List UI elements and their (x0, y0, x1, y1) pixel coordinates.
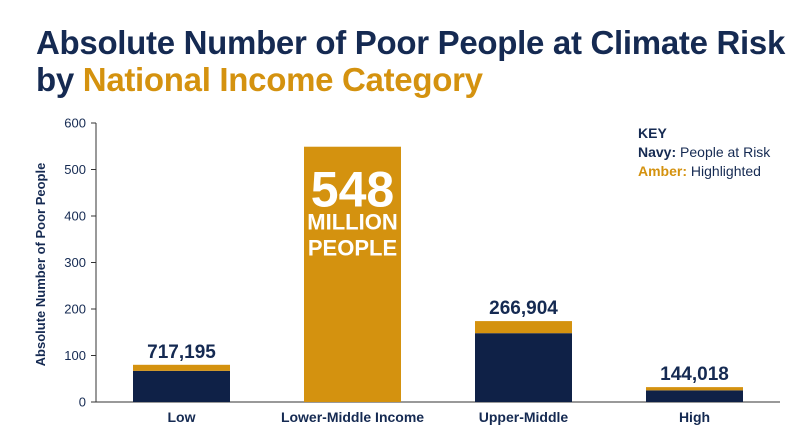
legend: KEY Navy: People at Risk Amber: Highligh… (638, 124, 770, 181)
legend-title: KEY (638, 125, 667, 141)
data-label: 266,904 (489, 298, 558, 319)
y-tick-label: 200 (64, 302, 86, 317)
y-tick-label: 400 (64, 209, 86, 224)
y-tick-label: 600 (64, 116, 86, 131)
data-label-highlight-sub: PEOPLE (308, 236, 397, 261)
x-tick-label: High (679, 409, 710, 425)
x-tick-label: Lower-Middle Income (281, 409, 424, 425)
bar-amber-2 (475, 321, 572, 334)
legend-navy-text: People at Risk (680, 144, 771, 160)
title-line-2-highlight: National Income Category (82, 61, 483, 98)
y-axis-label: Absolute Number of Poor People (33, 163, 48, 367)
legend-item-amber: Amber: Highlighted (638, 162, 770, 181)
legend-navy-label: Navy: (638, 144, 677, 160)
data-label-highlight-sub: MILLION (307, 210, 397, 235)
bar-navy-3 (646, 390, 743, 402)
legend-amber-label: Amber: (638, 163, 688, 179)
x-tick-label: Upper-Middle (479, 409, 569, 425)
y-tick-label: 0 (79, 395, 86, 410)
chart-title: Absolute Number of Poor People at Climat… (36, 24, 785, 98)
data-label: 144,018 (660, 364, 729, 385)
legend-amber-text: Highlighted (690, 163, 761, 179)
title-line-2-prefix: by (36, 61, 83, 98)
y-tick-label: 500 (64, 162, 86, 177)
y-tick-label: 300 (64, 255, 86, 270)
data-label-highlight: 548 (311, 162, 394, 218)
bar-amber-1 (304, 146, 401, 402)
bar-navy-2 (475, 333, 572, 402)
data-label: 717,195 (147, 342, 216, 363)
title-line-1: Absolute Number of Poor People at Climat… (36, 24, 786, 61)
legend-item-navy: Navy: People at Risk (638, 143, 770, 162)
bar-amber-0 (133, 364, 230, 371)
x-tick-label: Low (168, 409, 196, 425)
bar-amber-3 (646, 387, 743, 391)
y-tick-label: 100 (64, 348, 86, 363)
bar-navy-0 (133, 370, 230, 402)
